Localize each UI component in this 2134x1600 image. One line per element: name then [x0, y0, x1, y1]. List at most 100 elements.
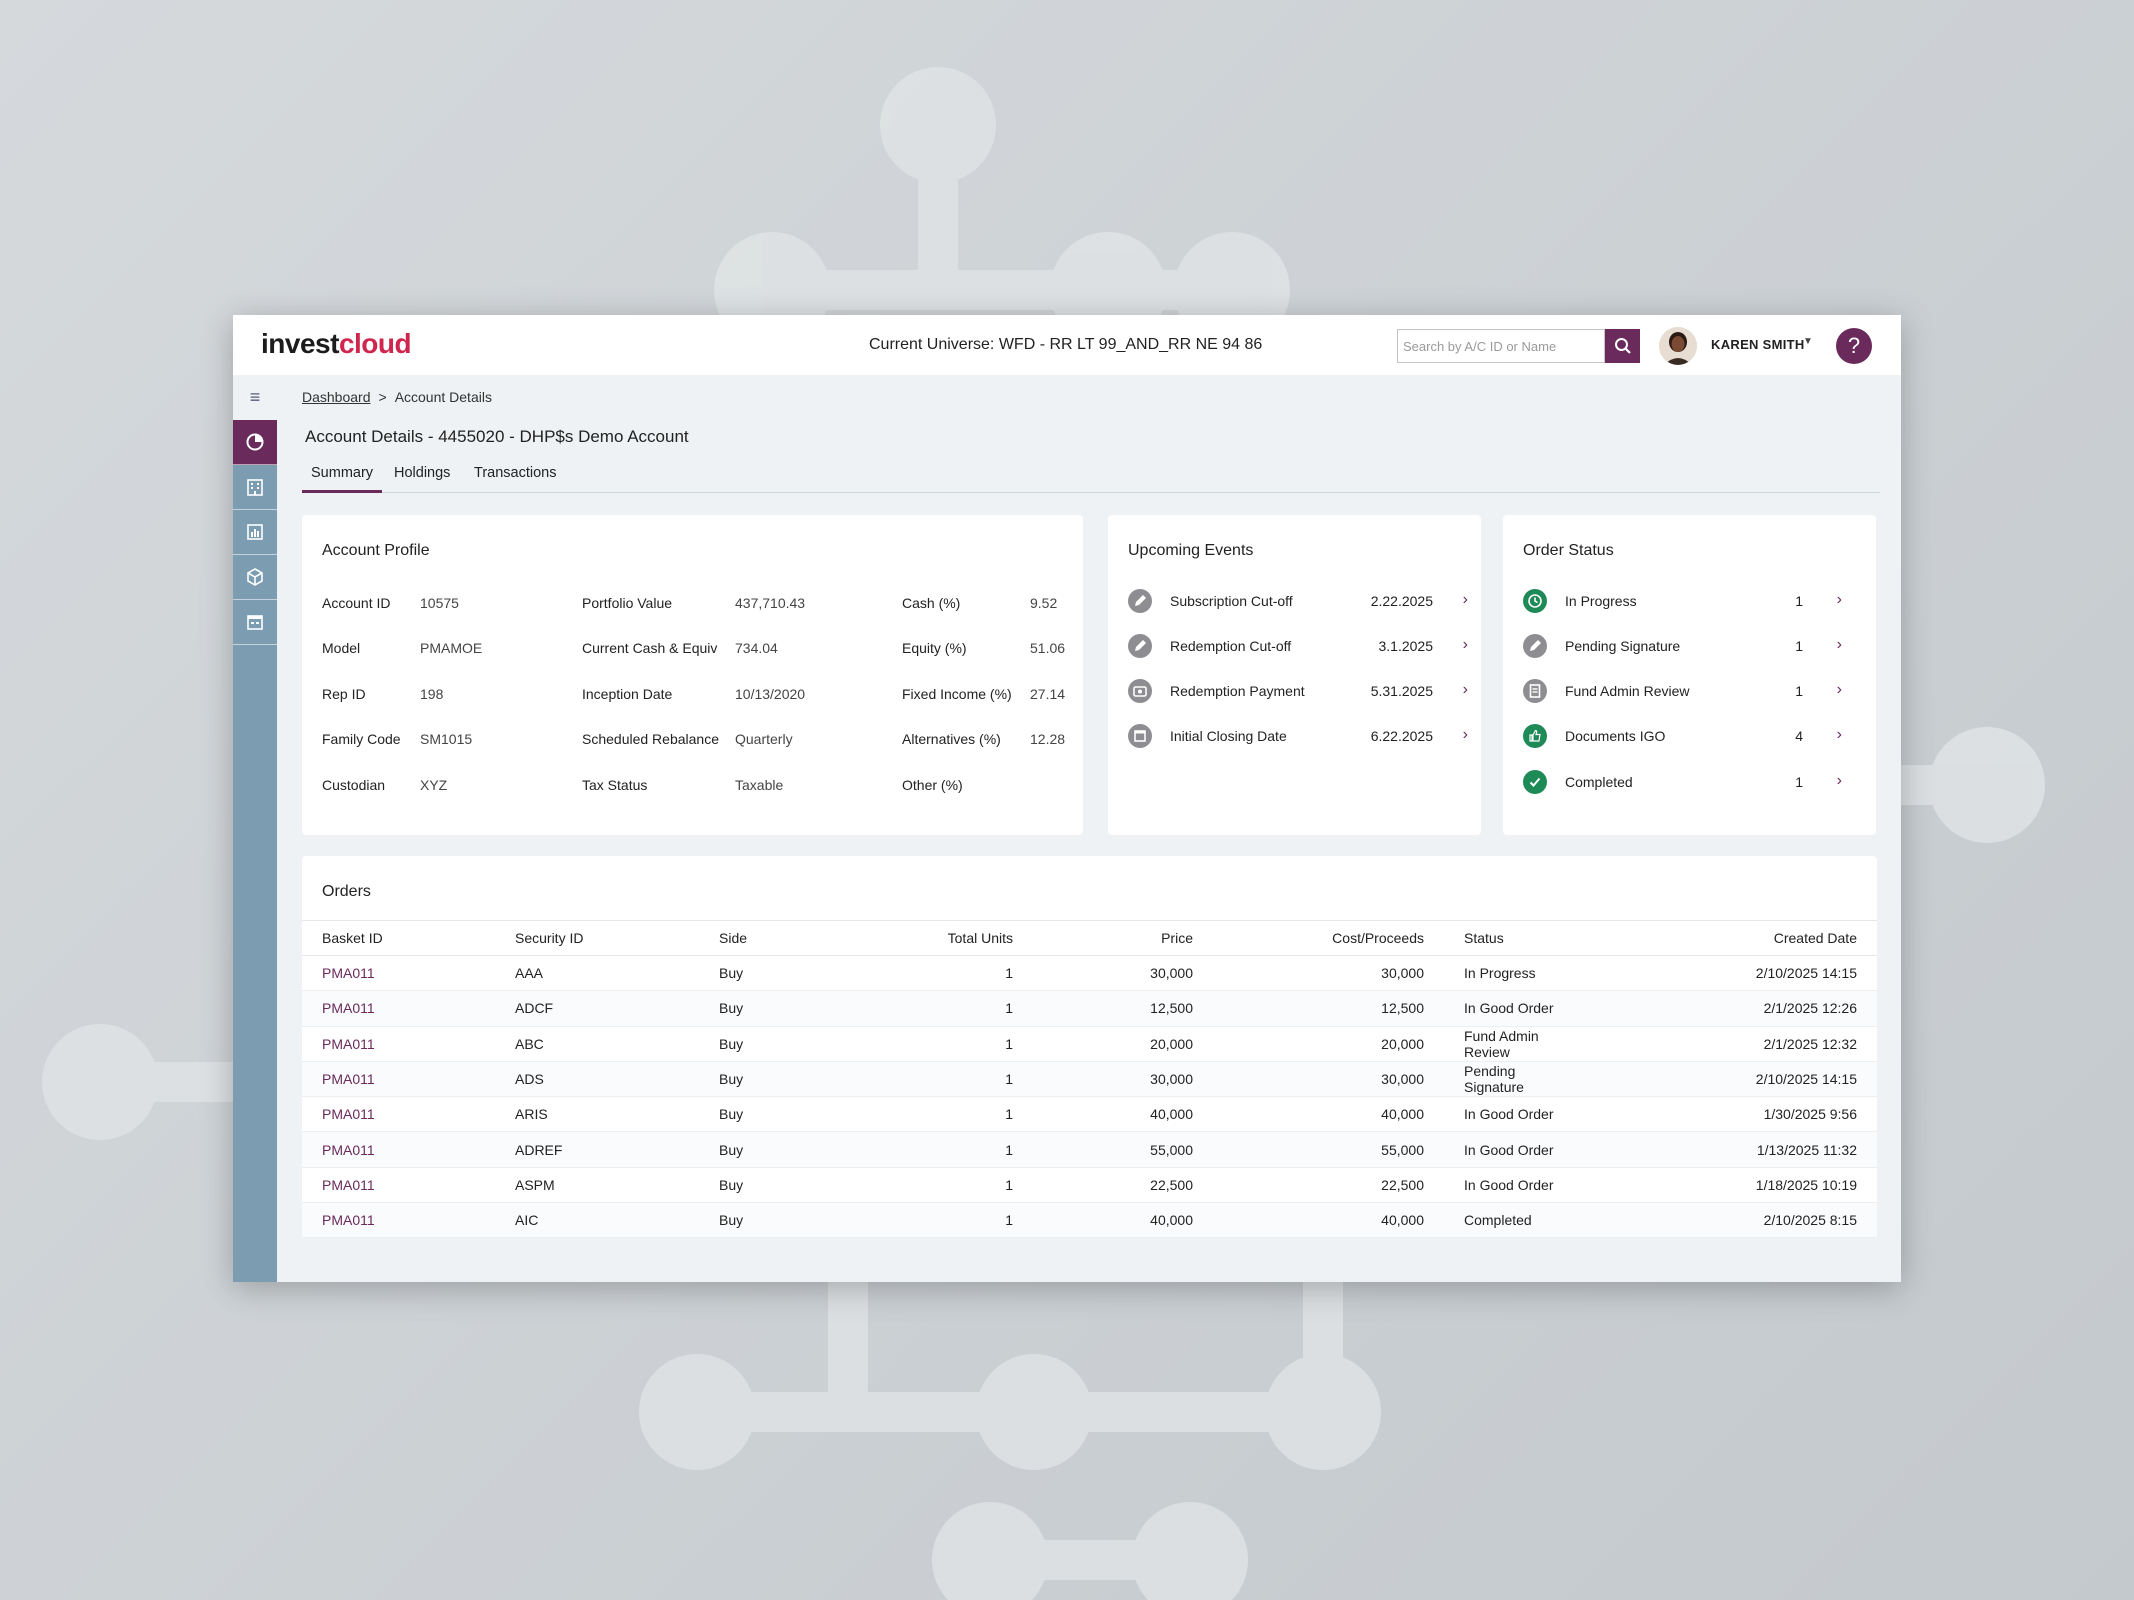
column-header[interactable]: Total Units: [819, 920, 1033, 956]
pie-chart-icon: [246, 433, 264, 451]
table-cell: 1: [819, 1131, 1033, 1168]
event-row[interactable]: Subscription Cut-off 2.22.2025 ›: [1128, 589, 1468, 615]
orders-table: Basket ID Security ID Side Total Units Price…: [302, 920, 1877, 1239]
tab-transactions[interactable]: Transactions: [474, 465, 557, 481]
table-cell: Fund Admin Review: [1444, 1026, 1574, 1062]
table-cell: 55,000: [1033, 1131, 1213, 1168]
table-row[interactable]: PMA011 ADS Buy 1 30,000 30,000 Pending Signatu…: [302, 1061, 1877, 1098]
chevron-right-icon[interactable]: ›: [1462, 636, 1468, 653]
table-row[interactable]: PMA011 ASPM Buy 1 22,500 22,500 In Good Order 1…: [302, 1167, 1877, 1204]
chevron-right-icon[interactable]: ›: [1836, 726, 1842, 743]
status-row[interactable]: Documents IGO 4 ›: [1523, 724, 1858, 750]
menu-icon[interactable]: ≡: [233, 375, 277, 420]
event-icon-badge: [1128, 634, 1152, 658]
basket-id-link[interactable]: PMA011: [302, 1061, 495, 1098]
event-date: 5.31.2025: [1370, 683, 1433, 699]
event-icon-badge: [1128, 589, 1152, 613]
basket-id-link[interactable]: PMA011: [302, 1202, 495, 1239]
status-label: Pending Signature: [1565, 638, 1681, 654]
status-label: Documents IGO: [1565, 728, 1666, 744]
table-cell: Buy: [699, 1131, 819, 1168]
profile-label: Rep ID: [322, 686, 366, 702]
status-row[interactable]: Fund Admin Review 1 ›: [1523, 679, 1858, 705]
chevron-right-icon[interactable]: ›: [1836, 772, 1842, 789]
thumbs-up-icon: [1529, 729, 1541, 742]
basket-id-link[interactable]: PMA011: [302, 990, 495, 1027]
status-row[interactable]: Pending Signature 1 ›: [1523, 634, 1858, 660]
column-header[interactable]: Status: [1444, 920, 1574, 956]
table-row[interactable]: PMA011 ADCF Buy 1 12,500 12,500 In Good Order 2…: [302, 990, 1877, 1027]
status-label: In Progress: [1565, 593, 1637, 609]
column-header[interactable]: Cost/Proceeds: [1213, 920, 1444, 956]
basket-id-link[interactable]: PMA011: [302, 1167, 495, 1204]
column-header[interactable]: Side: [699, 920, 819, 956]
table-cell: 30,000: [1033, 955, 1213, 992]
user-name[interactable]: KAREN SMITH: [1711, 337, 1805, 352]
status-icon-badge: [1523, 724, 1547, 748]
column-header[interactable]: Price: [1033, 920, 1213, 956]
table-cell: ABC: [495, 1026, 699, 1062]
chevron-right-icon[interactable]: ›: [1836, 681, 1842, 698]
table-row[interactable]: PMA011 ARIS Buy 1 40,000 40,000 In Good Order 1…: [302, 1096, 1877, 1133]
status-row[interactable]: In Progress 1 ›: [1523, 589, 1858, 615]
chevron-right-icon[interactable]: ›: [1462, 591, 1468, 608]
table-cell: 1: [819, 1202, 1033, 1239]
column-header[interactable]: Created Date: [1574, 920, 1877, 956]
table-cell: 40,000: [1033, 1202, 1213, 1239]
event-row[interactable]: Initial Closing Date 6.22.2025 ›: [1128, 724, 1468, 750]
event-label: Redemption Cut-off: [1170, 638, 1292, 654]
status-icon-badge: [1523, 679, 1547, 703]
event-date: 6.22.2025: [1370, 728, 1433, 744]
table-cell: 20,000: [1213, 1026, 1444, 1062]
chevron-right-icon[interactable]: ›: [1462, 726, 1468, 743]
sidebar-item-accounts[interactable]: [233, 465, 277, 510]
chevron-right-icon[interactable]: ›: [1462, 681, 1468, 698]
basket-id-link[interactable]: PMA011: [302, 955, 495, 992]
event-icon-badge: [1128, 679, 1152, 703]
status-row[interactable]: Completed 1 ›: [1523, 770, 1858, 796]
chevron-right-icon[interactable]: ›: [1836, 636, 1842, 653]
profile-value: 734.04: [735, 640, 778, 656]
table-header-row: Basket ID Security ID Side Total Units Price…: [302, 920, 1877, 956]
sidebar-item-calendar[interactable]: [233, 600, 277, 645]
chevron-down-icon[interactable]: ▼: [1803, 336, 1813, 347]
sidebar-item-products[interactable]: [233, 555, 277, 600]
search-input[interactable]: [1398, 330, 1598, 362]
breadcrumb-link-dashboard[interactable]: Dashboard: [302, 389, 371, 405]
basket-id-link[interactable]: PMA011: [302, 1026, 495, 1062]
basket-id-link[interactable]: PMA011: [302, 1131, 495, 1168]
user-photo-icon: [1659, 327, 1697, 365]
sidebar-item-reports[interactable]: [233, 510, 277, 555]
chevron-right-icon[interactable]: ›: [1836, 591, 1842, 608]
basket-id-link[interactable]: PMA011: [302, 1096, 495, 1133]
event-label: Redemption Payment: [1170, 683, 1305, 699]
event-row[interactable]: Redemption Cut-off 3.1.2025 ›: [1128, 634, 1468, 660]
tab-summary[interactable]: Summary: [302, 465, 383, 493]
profile-value: 10/13/2020: [735, 686, 806, 702]
column-header[interactable]: Security ID: [495, 920, 699, 956]
table-row[interactable]: PMA011 AAA Buy 1 30,000 30,000 In Progress 2/10…: [302, 955, 1877, 992]
table-row[interactable]: PMA011 AIC Buy 1 40,000 40,000 Completed 2/10/2…: [302, 1202, 1877, 1239]
profile-value: 51.06: [1030, 640, 1066, 656]
document-icon: [1529, 684, 1541, 698]
clock-icon: [1528, 594, 1542, 608]
sidebar: ≡: [233, 375, 277, 1282]
search-button[interactable]: [1605, 329, 1640, 363]
event-row[interactable]: Redemption Payment 5.31.2025 ›: [1128, 679, 1468, 705]
sidebar-item-dashboard[interactable]: [233, 420, 277, 465]
app-window: investcloud Current Universe: WFD - RR L…: [233, 315, 1901, 1282]
tab-holdings[interactable]: Holdings: [394, 465, 451, 481]
table-row[interactable]: PMA011 ADREF Buy 1 55,000 55,000 In Good Order…: [302, 1131, 1877, 1168]
table-row[interactable]: PMA011 ABC Buy 1 20,000 20,000 Fund Admin Revi…: [302, 1026, 1877, 1062]
profile-label: Custodian: [322, 777, 386, 793]
column-header[interactable]: Basket ID: [302, 920, 495, 956]
help-button[interactable]: ?: [1836, 328, 1872, 364]
pen-icon: [1135, 595, 1146, 606]
avatar[interactable]: [1659, 327, 1697, 365]
status-icon-badge: [1523, 770, 1547, 794]
table-cell: Buy: [699, 990, 819, 1027]
table-cell: ASPM: [495, 1167, 699, 1204]
table-cell: 1: [819, 1026, 1033, 1062]
cube-icon: [247, 568, 263, 586]
table-cell: AAA: [495, 955, 699, 992]
